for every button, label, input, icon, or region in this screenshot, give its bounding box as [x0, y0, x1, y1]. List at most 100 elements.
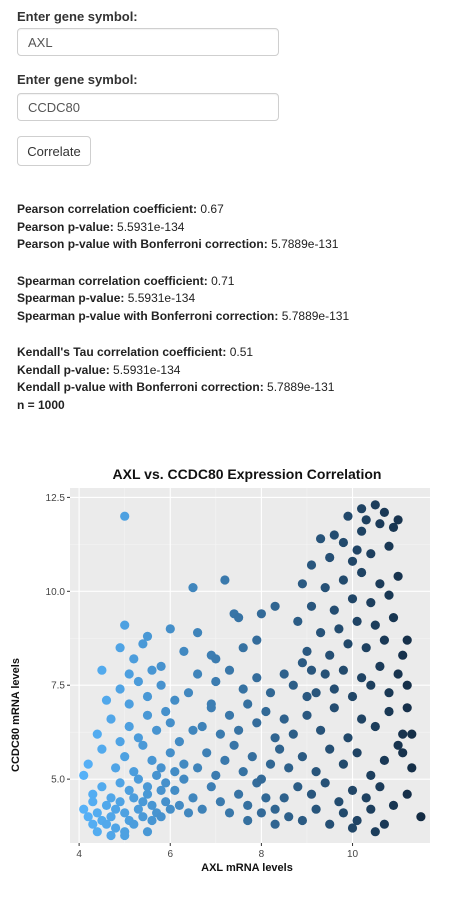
gene2-input[interactable] — [17, 93, 279, 121]
data-point — [111, 804, 121, 814]
data-point — [398, 650, 408, 660]
data-point — [325, 650, 335, 660]
data-point — [115, 684, 125, 694]
spearman-bonferroni: Spearman p-value with Bonferroni correct… — [17, 308, 350, 323]
data-point — [398, 748, 408, 758]
data-point — [256, 609, 266, 619]
data-point — [220, 575, 230, 585]
data-point — [320, 778, 330, 788]
data-point — [101, 695, 112, 705]
data-point — [320, 669, 330, 679]
data-point — [115, 737, 125, 747]
data-point — [97, 665, 107, 675]
data-point — [329, 530, 339, 540]
data-point — [106, 793, 116, 803]
data-point — [88, 789, 98, 799]
data-point — [79, 770, 89, 780]
plot-panel — [70, 488, 430, 843]
data-point — [138, 812, 148, 822]
data-point — [361, 643, 371, 653]
data-point — [347, 691, 358, 702]
data-point — [370, 721, 380, 732]
data-point — [142, 631, 153, 641]
gene1-label: Enter gene symbol: — [17, 9, 138, 24]
correlate-button[interactable]: Correlate — [17, 136, 91, 166]
data-point — [106, 714, 116, 724]
data-point — [366, 549, 376, 559]
data-point — [393, 515, 403, 525]
data-point — [142, 827, 153, 837]
data-point — [279, 714, 289, 724]
data-point — [133, 676, 143, 687]
data-point — [270, 601, 280, 611]
data-point — [147, 815, 157, 826]
data-point — [197, 804, 207, 814]
data-point — [206, 782, 216, 792]
data-point — [138, 797, 148, 807]
data-point — [101, 800, 112, 810]
data-point — [252, 718, 262, 728]
data-point — [270, 733, 280, 743]
data-point — [142, 710, 153, 720]
data-point — [129, 819, 139, 829]
data-point — [357, 567, 367, 578]
data-point — [142, 789, 153, 799]
data-point — [398, 729, 408, 739]
data-point — [352, 545, 362, 555]
data-point — [370, 827, 380, 837]
data-point — [366, 598, 376, 608]
data-point — [384, 590, 394, 600]
gene1-input[interactable] — [17, 28, 279, 56]
data-point — [402, 789, 412, 799]
data-point — [384, 688, 394, 698]
kendall-bonferroni: Kendall p-value with Bonferroni correcti… — [17, 380, 335, 394]
data-point — [124, 721, 134, 732]
correlation-results: Pearson correlation coefficient: 0.67 Pe… — [17, 201, 437, 414]
data-point — [111, 823, 121, 833]
data-point — [106, 830, 116, 841]
data-point — [343, 511, 353, 521]
data-point — [334, 797, 344, 807]
data-point — [252, 673, 262, 683]
data-point — [388, 522, 399, 532]
data-point — [352, 748, 362, 758]
data-point — [215, 729, 225, 739]
y-tick-label: 12.5 — [46, 493, 66, 504]
y-tick-label: 10.0 — [46, 587, 66, 598]
data-point — [215, 797, 225, 807]
gene2-label: Enter gene symbol: — [17, 72, 138, 87]
data-point — [338, 759, 348, 769]
data-point — [174, 800, 184, 810]
data-point — [306, 601, 317, 611]
data-point — [174, 737, 184, 747]
data-point — [279, 793, 289, 803]
data-point — [393, 571, 403, 581]
data-point — [238, 684, 248, 694]
data-point — [379, 635, 389, 645]
data-point — [124, 699, 134, 709]
data-point — [156, 661, 166, 671]
data-point — [311, 804, 321, 814]
data-point — [188, 793, 198, 803]
data-point — [366, 680, 376, 690]
x-tick-label: 4 — [76, 849, 82, 860]
data-point — [83, 759, 93, 769]
data-point — [247, 752, 257, 762]
data-point — [211, 676, 221, 687]
sample-size: n = 1000 — [17, 397, 65, 412]
data-point — [211, 770, 221, 780]
data-point — [370, 500, 380, 510]
data-point — [152, 770, 162, 780]
data-point — [407, 763, 417, 773]
data-point — [316, 534, 326, 544]
data-point — [352, 616, 362, 626]
data-point — [120, 830, 130, 841]
data-point — [179, 774, 189, 784]
data-point — [124, 669, 134, 679]
data-point — [220, 755, 230, 765]
data-point — [111, 763, 121, 773]
data-point — [402, 680, 412, 690]
data-point — [306, 789, 317, 799]
data-point — [238, 643, 248, 653]
data-point — [375, 519, 385, 529]
